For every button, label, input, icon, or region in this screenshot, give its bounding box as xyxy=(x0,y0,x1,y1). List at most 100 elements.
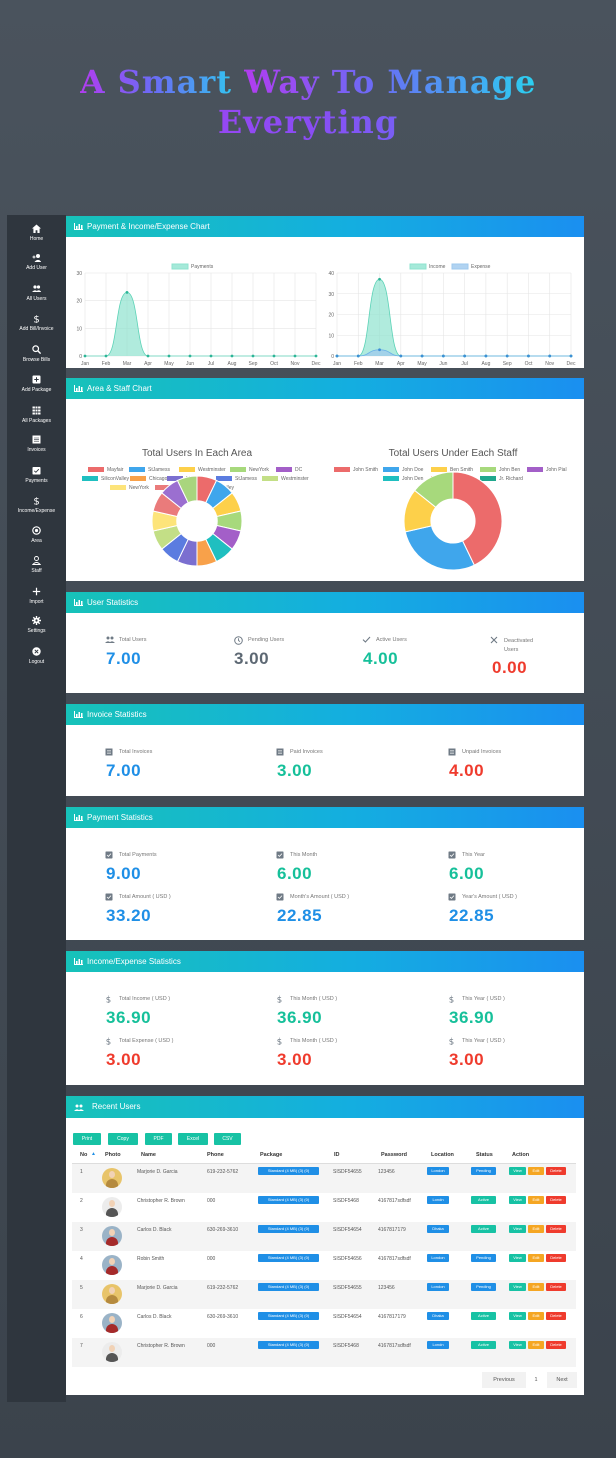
data-point[interactable] xyxy=(146,354,150,358)
data-point[interactable] xyxy=(335,354,339,358)
delete-button[interactable]: Delete xyxy=(546,1312,566,1320)
view-button[interactable]: View xyxy=(509,1167,526,1175)
edit-button[interactable]: Edit xyxy=(528,1225,544,1233)
data-point[interactable] xyxy=(230,354,234,358)
sidebar-item-import[interactable]: Import xyxy=(7,587,66,605)
data-point[interactable] xyxy=(83,354,87,358)
data-point[interactable] xyxy=(378,348,381,352)
pagination-next-button[interactable]: Next xyxy=(547,1372,577,1388)
sidebar-item-invoices[interactable]: Invoices xyxy=(7,435,66,453)
column-header[interactable]: Status xyxy=(476,1152,493,1158)
data-point[interactable] xyxy=(104,354,108,358)
edit-button[interactable]: Edit xyxy=(528,1196,544,1204)
edit-button[interactable]: Edit xyxy=(528,1283,544,1291)
data-point[interactable] xyxy=(548,354,552,358)
data-point[interactable] xyxy=(188,354,192,358)
edit-button[interactable]: Edit xyxy=(528,1312,544,1320)
edit-button[interactable]: Edit xyxy=(528,1341,544,1349)
column-header[interactable]: Password xyxy=(381,1152,407,1158)
pdf-button[interactable]: PDF xyxy=(145,1133,172,1145)
sidebar-item-logout[interactable]: Logout xyxy=(7,647,66,665)
column-header[interactable]: Action xyxy=(512,1152,530,1158)
avatar xyxy=(102,1197,122,1217)
csv-button[interactable]: CSV xyxy=(214,1133,241,1145)
column-header[interactable]: Name xyxy=(141,1152,156,1158)
data-point[interactable] xyxy=(378,277,381,281)
card-header: Area & Staff Chart xyxy=(66,378,584,399)
column-header[interactable]: Package xyxy=(260,1152,283,1158)
area-staff-chart-card: Area & Staff Chart Total Users In Each A… xyxy=(66,378,584,581)
data-point[interactable] xyxy=(505,354,509,358)
pagination-page-1[interactable]: 1 xyxy=(528,1372,544,1388)
pie-slice[interactable] xyxy=(404,525,475,571)
data-point[interactable] xyxy=(441,354,445,358)
pie-slice[interactable] xyxy=(413,471,454,508)
sidebar-item-staff[interactable]: Staff xyxy=(7,556,66,574)
data-point[interactable] xyxy=(356,354,360,358)
column-header[interactable]: ID xyxy=(334,1152,340,1158)
pie-slice[interactable] xyxy=(452,471,503,566)
delete-button[interactable]: Delete xyxy=(546,1167,566,1175)
check-box-icon xyxy=(105,851,113,859)
view-button[interactable]: View xyxy=(509,1341,526,1349)
delete-button[interactable]: Delete xyxy=(546,1254,566,1262)
data-point[interactable] xyxy=(569,354,573,358)
sidebar-item-add-user[interactable]: Add User xyxy=(7,253,66,271)
excel-button[interactable]: Excel xyxy=(178,1133,208,1145)
edit-button[interactable]: Edit xyxy=(528,1167,544,1175)
column-header[interactable]: Phone xyxy=(207,1152,224,1158)
sidebar-item-all-packages[interactable]: All Packages xyxy=(7,406,66,424)
view-button[interactable]: View xyxy=(509,1225,526,1233)
delete-button[interactable]: Delete xyxy=(546,1283,566,1291)
data-point[interactable] xyxy=(314,354,318,358)
sidebar-item-all-users[interactable]: All Users xyxy=(7,284,66,302)
view-button[interactable]: View xyxy=(509,1283,526,1291)
column-header[interactable]: Photo xyxy=(105,1152,121,1158)
data-point[interactable] xyxy=(125,290,129,294)
data-point[interactable] xyxy=(399,354,403,358)
pagination-previous-button[interactable]: Previous xyxy=(482,1372,526,1388)
data-point[interactable] xyxy=(251,354,255,358)
data-point[interactable] xyxy=(463,354,467,358)
data-point[interactable] xyxy=(209,354,213,358)
data-point[interactable] xyxy=(484,354,488,358)
legend-label: DC xyxy=(295,467,303,473)
x-tick-label: May xyxy=(417,361,427,367)
sidebar-item-payments[interactable]: Payments xyxy=(7,466,66,484)
stat-label: Paid Invoices xyxy=(290,749,323,755)
pie-slice[interactable] xyxy=(176,475,198,504)
sidebar-item-add-bill-invoice[interactable]: $ Add Bill/Invoice xyxy=(7,314,66,333)
sidebar-item-home[interactable]: Home xyxy=(7,224,66,242)
data-point[interactable] xyxy=(527,354,530,358)
document-icon xyxy=(105,748,113,756)
sidebar-item-area[interactable]: Area xyxy=(7,526,66,544)
column-header[interactable]: No xyxy=(80,1152,88,1158)
sidebar-item-settings[interactable]: Settings xyxy=(7,616,66,634)
cell-id: SISDF54654 xyxy=(333,1314,362,1320)
delete-button[interactable]: Delete xyxy=(546,1225,566,1233)
data-point[interactable] xyxy=(272,354,276,358)
delete-button[interactable]: Delete xyxy=(546,1341,566,1349)
legend-swatch xyxy=(262,476,278,481)
data-point[interactable] xyxy=(293,354,297,358)
legend-label: John Ben xyxy=(499,467,520,473)
legend-label: Income xyxy=(429,264,446,270)
copy-button[interactable]: Copy xyxy=(108,1133,138,1145)
edit-button[interactable]: Edit xyxy=(528,1254,544,1262)
package-badge: Standard (4 MB) (3) (0) xyxy=(258,1167,319,1175)
view-button[interactable]: View xyxy=(509,1254,526,1262)
sort-asc-icon: ▲ xyxy=(91,1151,96,1157)
view-button[interactable]: View xyxy=(509,1196,526,1204)
column-header[interactable]: Location xyxy=(431,1152,454,1158)
legend-swatch xyxy=(334,467,350,472)
data-point[interactable] xyxy=(420,354,424,358)
sidebar-item-income-expense[interactable]: $ Income/Expense xyxy=(7,496,66,515)
sidebar-item-add-package[interactable]: Add Package xyxy=(7,375,66,393)
data-point[interactable] xyxy=(167,354,171,358)
button-label: CSV xyxy=(222,1136,233,1142)
sidebar-item-browse-bills[interactable]: Browse Bills xyxy=(7,345,66,363)
stat-value: 6.00 xyxy=(277,864,313,883)
print-button[interactable]: Print xyxy=(73,1133,101,1145)
delete-button[interactable]: Delete xyxy=(546,1196,566,1204)
view-button[interactable]: View xyxy=(509,1312,526,1320)
